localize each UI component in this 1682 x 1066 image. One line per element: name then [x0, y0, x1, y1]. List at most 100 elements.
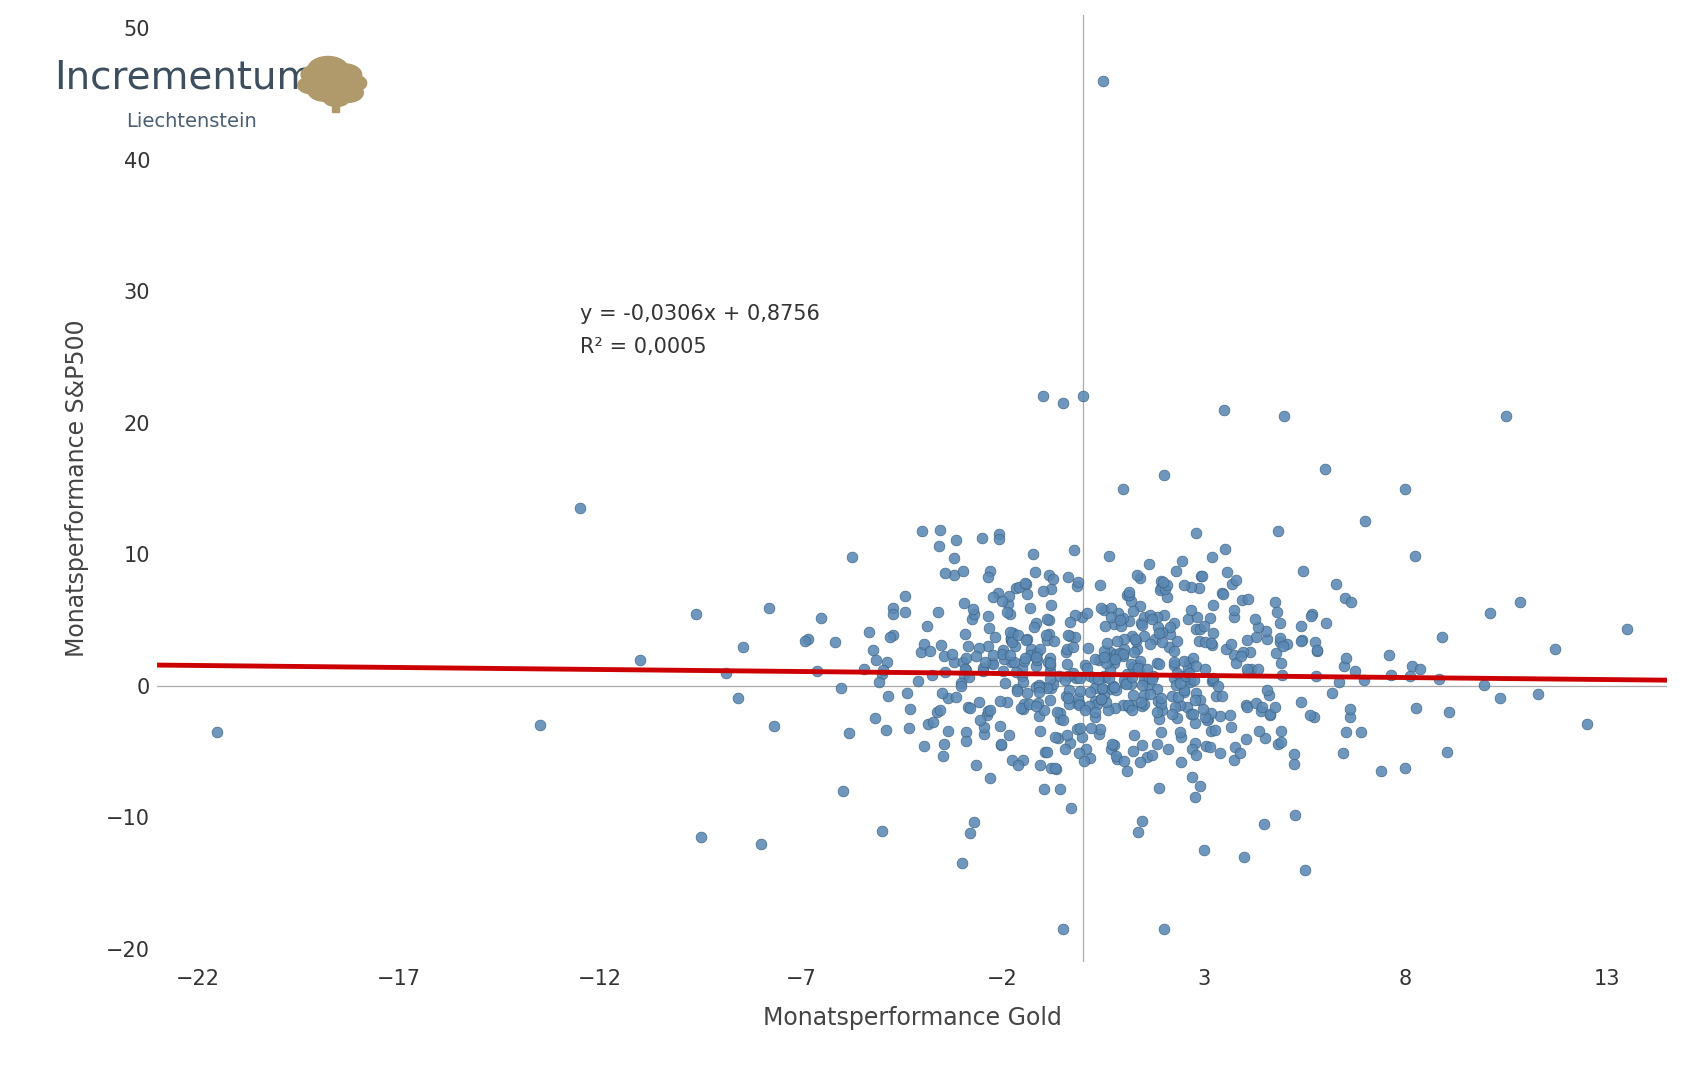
- Point: [1219, 576, 1246, 593]
- Point: [1026, 679, 1053, 696]
- Point: [1056, 681, 1083, 698]
- Point: [1129, 737, 1156, 754]
- Point: [965, 640, 992, 657]
- Point: [940, 653, 967, 671]
- Point: [1033, 743, 1060, 760]
- Point: [1145, 779, 1172, 796]
- Point: [1127, 569, 1154, 586]
- Point: [1164, 689, 1191, 706]
- Point: [927, 701, 954, 718]
- Point: [1013, 630, 1039, 647]
- Point: [977, 563, 1004, 580]
- Point: [1046, 711, 1073, 728]
- Point: [863, 651, 890, 668]
- Point: [1039, 676, 1066, 693]
- Point: [1112, 676, 1139, 693]
- Point: [1199, 549, 1226, 566]
- Point: [1102, 700, 1129, 717]
- Point: [1120, 726, 1147, 743]
- Point: [1026, 707, 1053, 724]
- Point: [1063, 578, 1090, 595]
- Point: [1145, 625, 1172, 642]
- Point: [1270, 637, 1297, 655]
- Point: [952, 649, 979, 666]
- Point: [1110, 647, 1137, 664]
- Point: [1179, 705, 1206, 722]
- Point: [873, 653, 900, 671]
- Point: [1088, 691, 1115, 708]
- Point: [1433, 743, 1460, 760]
- Point: [1011, 695, 1038, 712]
- Point: [1235, 698, 1262, 715]
- Point: [1009, 752, 1036, 769]
- Point: [1167, 675, 1194, 692]
- Point: [1098, 736, 1125, 753]
- Point: [1268, 723, 1295, 740]
- Point: [908, 522, 935, 539]
- Point: [910, 635, 937, 652]
- Point: [1144, 680, 1171, 697]
- Point: [1053, 644, 1080, 661]
- Point: [964, 648, 991, 665]
- Point: [1391, 760, 1418, 777]
- Point: [802, 662, 829, 679]
- Point: [1120, 643, 1147, 660]
- Point: [947, 675, 974, 692]
- Point: [996, 726, 1023, 743]
- Point: [1065, 696, 1092, 713]
- Point: [807, 610, 834, 627]
- Point: [1280, 745, 1307, 762]
- Point: [1236, 643, 1263, 660]
- Point: [868, 822, 895, 839]
- Point: [1060, 542, 1087, 559]
- Point: [1120, 742, 1147, 759]
- Point: [1329, 744, 1356, 761]
- Point: [1272, 407, 1299, 424]
- Point: [1613, 620, 1640, 637]
- Point: [1191, 660, 1218, 677]
- Point: [976, 568, 1002, 585]
- Point: [526, 716, 553, 733]
- Point: [1065, 690, 1092, 707]
- Point: [1110, 672, 1137, 689]
- Point: [950, 666, 977, 683]
- Point: [1023, 651, 1050, 668]
- Point: [1080, 669, 1107, 687]
- Point: [1221, 646, 1248, 663]
- Point: [1181, 789, 1208, 806]
- Point: [1124, 824, 1150, 841]
- Y-axis label: Monatsperformance S&P500: Monatsperformance S&P500: [66, 320, 89, 658]
- Point: [1051, 740, 1078, 757]
- Point: [1319, 684, 1346, 701]
- Point: [1233, 730, 1260, 747]
- Point: [1477, 604, 1504, 621]
- Point: [1053, 656, 1080, 673]
- Point: [1223, 655, 1250, 672]
- Point: [1046, 780, 1073, 797]
- Point: [1347, 723, 1374, 740]
- Point: [1075, 640, 1102, 657]
- Point: [1108, 696, 1135, 713]
- Point: [1288, 631, 1315, 648]
- Point: [1182, 524, 1209, 542]
- Point: [1191, 709, 1218, 726]
- Point: [1164, 632, 1191, 649]
- Point: [952, 661, 979, 678]
- Point: [1233, 696, 1260, 713]
- Point: [1226, 744, 1253, 761]
- Point: [1023, 563, 1050, 580]
- Point: [1117, 656, 1144, 673]
- Point: [1103, 750, 1130, 768]
- Point: [1179, 769, 1206, 786]
- Point: [1174, 660, 1201, 677]
- Point: [1102, 681, 1129, 698]
- Point: [960, 813, 987, 830]
- Point: [1193, 711, 1219, 728]
- Point: [1026, 683, 1053, 700]
- Point: [959, 611, 986, 628]
- Point: [1034, 680, 1061, 697]
- Point: [1129, 697, 1156, 714]
- Point: [1033, 632, 1060, 649]
- Point: [1083, 695, 1110, 712]
- Point: [987, 736, 1014, 753]
